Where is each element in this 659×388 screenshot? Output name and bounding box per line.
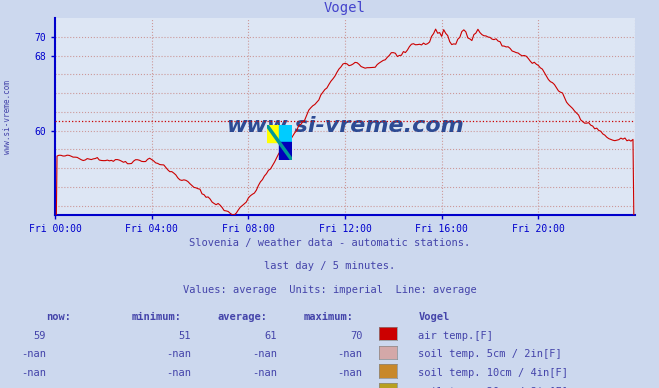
Bar (279, 125, 292, 142)
Text: Slovenia / weather data - automatic stations.: Slovenia / weather data - automatic stat… (189, 238, 470, 248)
Text: -nan: -nan (252, 386, 277, 388)
Text: -nan: -nan (252, 368, 277, 378)
Text: average:: average: (217, 312, 268, 322)
Text: www.si-vreme.com: www.si-vreme.com (3, 80, 13, 154)
Text: -nan: -nan (337, 349, 362, 359)
Text: Values: average  Units: imperial  Line: average: Values: average Units: imperial Line: av… (183, 285, 476, 294)
Text: -nan: -nan (166, 368, 191, 378)
Text: -nan: -nan (252, 349, 277, 359)
Text: maximum:: maximum: (303, 312, 353, 322)
Text: -nan: -nan (21, 368, 46, 378)
Text: -nan: -nan (337, 368, 362, 378)
Bar (267, 125, 279, 142)
Text: 61: 61 (264, 331, 277, 341)
Text: 59: 59 (34, 331, 46, 341)
Text: -nan: -nan (337, 386, 362, 388)
Text: minimum:: minimum: (132, 312, 182, 322)
Text: soil temp. 20cm / 8in[F]: soil temp. 20cm / 8in[F] (418, 386, 569, 388)
Text: -nan: -nan (21, 386, 46, 388)
Text: www.si-vreme.com: www.si-vreme.com (226, 116, 464, 136)
Text: soil temp. 10cm / 4in[F]: soil temp. 10cm / 4in[F] (418, 368, 569, 378)
Text: last day / 5 minutes.: last day / 5 minutes. (264, 262, 395, 271)
Text: -nan: -nan (21, 349, 46, 359)
Text: now:: now: (46, 312, 71, 322)
Text: soil temp. 5cm / 2in[F]: soil temp. 5cm / 2in[F] (418, 349, 562, 359)
Text: -nan: -nan (166, 349, 191, 359)
Text: 70: 70 (350, 331, 362, 341)
Bar (279, 142, 292, 160)
Text: 51: 51 (179, 331, 191, 341)
Text: -nan: -nan (166, 386, 191, 388)
Text: air temp.[F]: air temp.[F] (418, 331, 494, 341)
Title: Vogel: Vogel (324, 2, 366, 16)
Text: Vogel: Vogel (418, 312, 449, 322)
